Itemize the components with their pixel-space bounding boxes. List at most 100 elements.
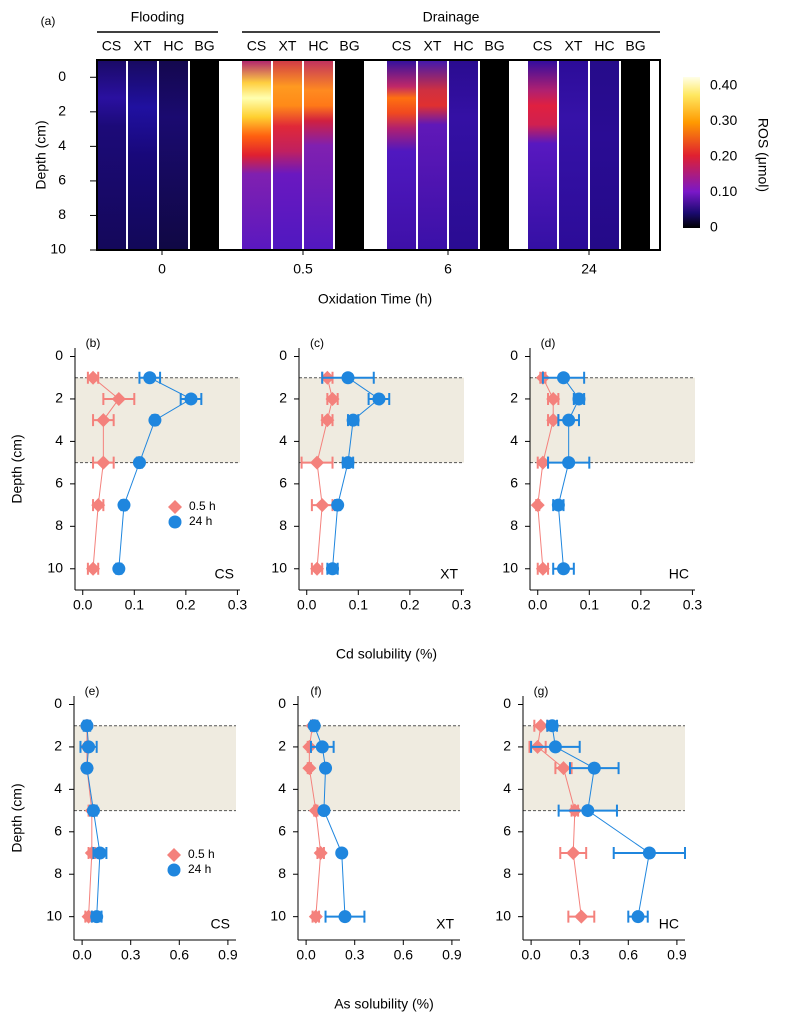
y-tick-label: 2 [278,738,286,754]
marker-circle [557,562,571,576]
heatmap-strip [621,60,650,250]
heatmap-frame-outline [96,59,661,251]
marker-diamond [535,561,550,576]
shaded-layer [74,725,236,811]
x-tick-label: 0.6 [619,947,639,963]
x-tick-label: 0.9 [442,947,462,963]
x-tick-label: 0.1 [580,597,600,613]
marker-circle [326,562,340,576]
column-label: XT [565,38,583,54]
heatmap-strip [559,60,588,250]
legend-label: 24 h [188,862,211,876]
legend-marker [168,515,182,529]
marker-circle [557,371,571,385]
column-label: HC [453,38,473,54]
y-tick-label: 0 [503,695,511,711]
legend-label: 0.5 h [189,499,216,513]
marker-circle [372,392,386,406]
marker-circle [341,456,355,470]
column-label: CS [247,38,266,54]
y-tick-label: 8 [503,865,511,881]
panel-label: (f) [310,684,321,698]
x-tick-label: 0.9 [667,947,687,963]
marker-circle [631,910,645,924]
x-axis-label: Oxidation Time (h) [318,291,432,307]
y-tick-label: 4 [55,432,63,448]
x-tick-label: 0.0 [73,597,93,613]
marker-diamond [574,909,589,924]
y-tick-label: 2 [55,390,63,406]
marker-diamond [530,498,545,513]
series-line [118,377,193,569]
marker-diamond [91,498,106,513]
marker-diamond [533,718,548,733]
x-tick-label: 0.3 [683,597,703,613]
column-label: HC [594,38,614,54]
y-tick-label: 10 [502,559,518,575]
y-tick-label: 0 [54,695,62,711]
y-tick-label: 2 [510,390,518,406]
x-tick-label: 0.0 [521,947,541,963]
heatmap-strip [190,60,219,250]
heatmap-strip [335,60,364,250]
y-tick-label: 6 [279,475,287,491]
marker-circle [551,498,565,512]
y-tick-label: 6 [54,822,62,838]
column-label: BG [625,38,645,54]
x-tick-label: 0.2 [400,597,420,613]
group-label: Flooding [131,9,185,25]
marker-circle [341,371,355,385]
marker-diamond [96,413,111,428]
y-tick-label: 2 [54,738,62,754]
marker-diamond [325,391,340,406]
column-label: BG [194,38,214,54]
y-tick-label: 8 [279,517,287,533]
marker-diamond [566,846,581,861]
marker-diamond [546,413,561,428]
marker-diamond [96,455,111,470]
y-tick-label: 10 [271,559,287,575]
panel-site-label: HC [659,916,679,932]
y-tick-label: 8 [58,206,66,222]
column-label: CS [102,38,121,54]
marker-circle [82,740,96,754]
column-label: HC [308,38,328,54]
panel-label: (c) [310,336,324,350]
marker-circle [315,740,329,754]
panel-site-label: XT [440,566,458,582]
column-label: XT [134,38,152,54]
x-tick-label: 0.0 [72,947,92,963]
y-tick-label: 0 [58,68,66,84]
x-tick-label: 0.3 [345,947,365,963]
x-axis-label: Cd solubility (%) [336,646,437,662]
y-tick-label: 2 [503,738,511,754]
column-label: BG [484,38,504,54]
panel-site-label: HC [669,566,689,582]
heatmap-strip [528,60,557,250]
marker-circle [562,456,576,470]
x-tick-label: 0.6 [394,947,414,963]
y-tick-label: 8 [278,865,286,881]
y-axis-label: Depth (cm) [9,783,25,852]
y-tick-label: 4 [503,780,511,796]
marker-circle [184,392,198,406]
y-tick-label: 0 [510,347,518,363]
marker-circle [143,371,157,385]
y-tick-label: 2 [279,390,287,406]
legend-marker [167,863,181,877]
marker-circle [338,910,352,924]
marker-circle [148,413,162,427]
marker-circle [317,804,331,818]
x-tick-label: 0.2 [631,597,651,613]
column-label: XT [424,38,442,54]
marker-circle [86,804,100,818]
marker-diamond [320,413,335,428]
marker-diamond [310,455,325,470]
marker-circle [346,413,360,427]
x-tick-label: 0.9 [218,947,238,963]
marker-diamond [313,846,328,861]
y-tick-label: 4 [54,780,62,796]
marker-diamond [315,498,330,513]
panel-site-label: CS [215,566,234,582]
